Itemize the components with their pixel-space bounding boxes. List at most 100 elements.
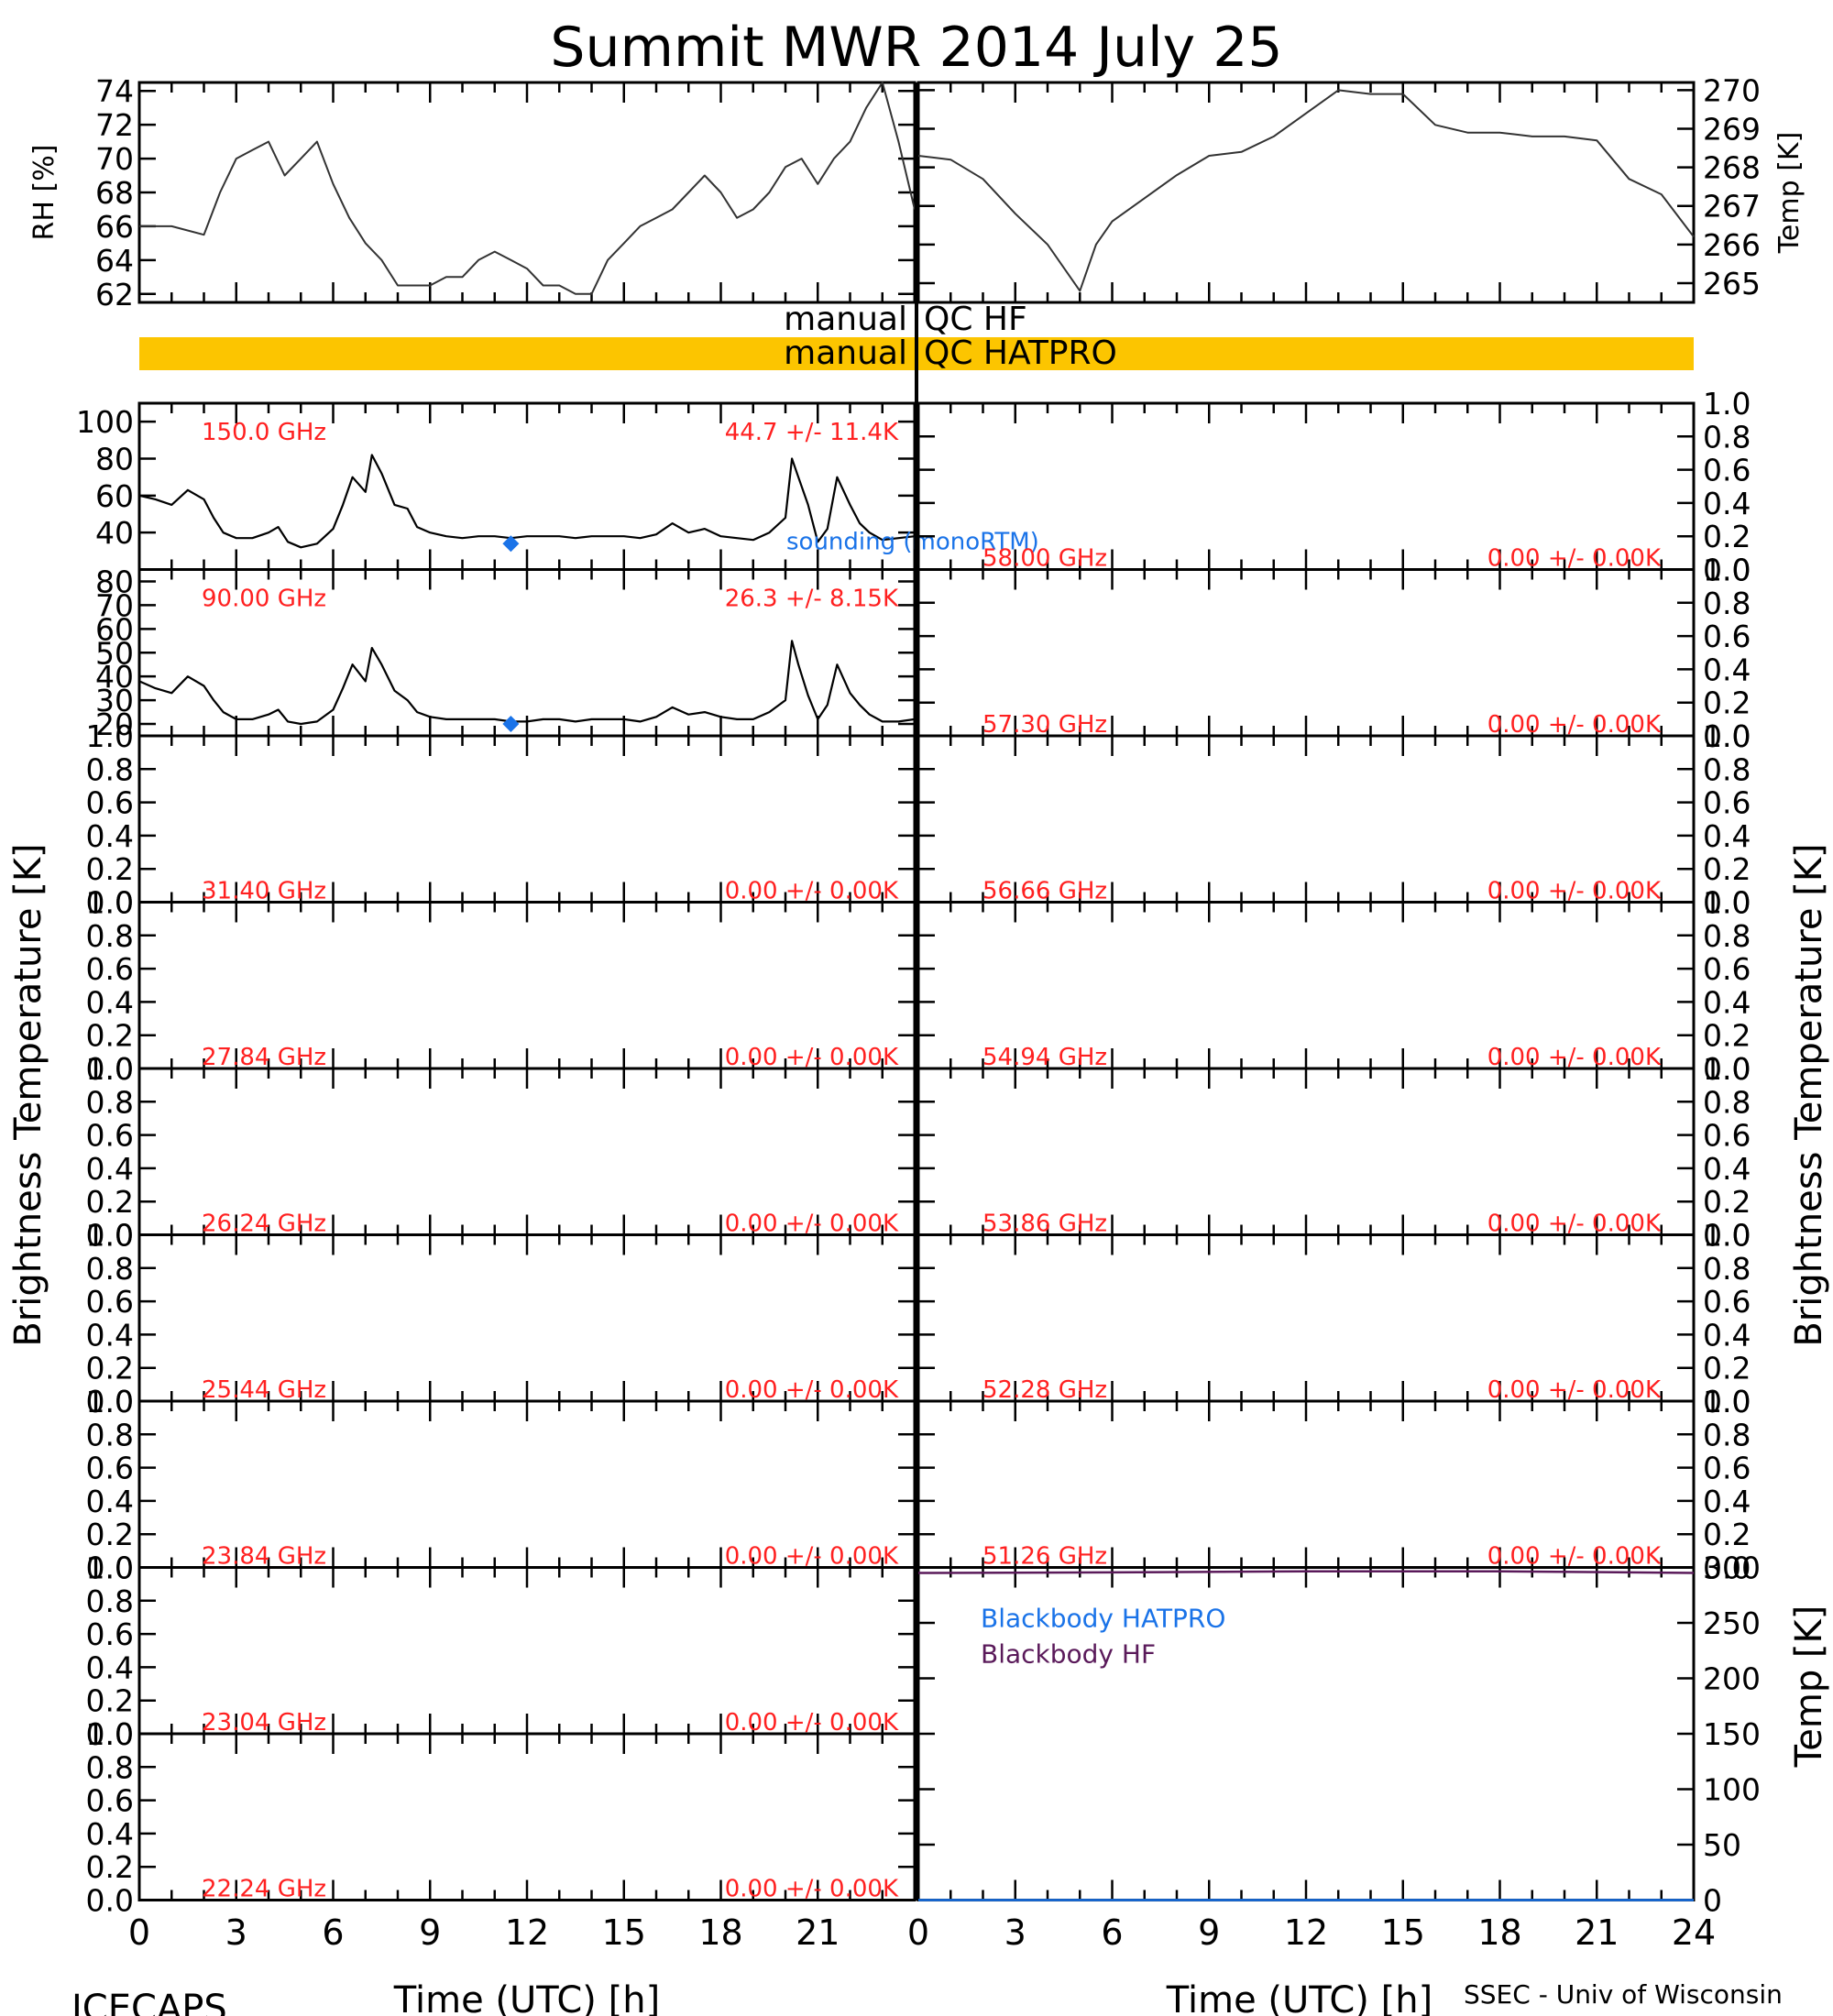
y-tick-label: 0.0 (1703, 1550, 1751, 1586)
line-tb150 (138, 454, 916, 549)
stats-label: 0.00 +/- 0.00K (725, 1709, 899, 1737)
y-tick-label: 74 (95, 73, 134, 109)
freq-label: 25.44 GHz (202, 1376, 326, 1404)
y-tick-label: 0.8 (86, 1583, 134, 1619)
y-tick-label: 0.2 (86, 1517, 134, 1552)
y-tick-label: 0.6 (86, 1616, 134, 1652)
freq-label: 31.40 GHz (202, 878, 326, 905)
y-tick-label: 0.2 (1703, 1184, 1751, 1220)
sounding-marker (502, 716, 520, 733)
x-tick-label: 12 (1284, 1912, 1328, 1953)
stats-label: 0.00 +/- 0.00K (1487, 1211, 1662, 1238)
x-tick-label: 18 (698, 1912, 742, 1953)
y-tick-label: 0.2 (1703, 1351, 1751, 1386)
y-tick-label: 250 (1703, 1605, 1761, 1641)
freq-label: 27.84 GHz (202, 1044, 326, 1071)
stats-label: 0.00 +/- 0.00K (725, 1211, 899, 1238)
y-tick-label: 0.4 (1703, 1484, 1751, 1519)
y-tick-label: 100 (76, 404, 134, 440)
x-tick-label: 21 (1575, 1912, 1619, 1953)
y-tick-label: 0 (1703, 1883, 1722, 1919)
y-tick-label: 270 (1703, 72, 1761, 108)
y-tick-label: 1.0 (1703, 885, 1751, 921)
y-tick-label: 1.0 (86, 1218, 134, 1254)
y-tick-label: 1.0 (86, 1384, 134, 1419)
freq-label: 23.04 GHz (202, 1709, 326, 1737)
x-tick-label: 3 (1004, 1912, 1026, 1953)
y-tick-label: 1.0 (86, 1051, 134, 1087)
y-tick-label: 50 (95, 635, 134, 671)
y-tick-label: 0.6 (1703, 951, 1751, 987)
y-tick-label: 1.0 (86, 1550, 134, 1586)
freq-label: 56.66 GHz (982, 878, 1107, 905)
x-tick-label: 6 (1101, 1912, 1123, 1953)
y-tick-label: 0.2 (86, 1683, 134, 1719)
y-tick-label: 100 (1703, 1772, 1761, 1808)
freq-label: 26.24 GHz (202, 1211, 326, 1238)
y-tick-label: 0.8 (86, 1417, 134, 1452)
y-tick-label: 0.4 (1703, 1151, 1751, 1187)
stats-label: 0.00 +/- 0.00K (1487, 1376, 1662, 1404)
freq-label: 23.84 GHz (202, 1543, 326, 1571)
freq-label: 22.24 GHz (202, 1876, 326, 1903)
y-tick-label: 0.4 (86, 1484, 134, 1519)
y-tick-label: 0.6 (86, 951, 134, 987)
rh-axis-label: RH [%] (28, 145, 60, 241)
x-tick-label: 21 (796, 1912, 840, 1953)
stats-label: 0.00 +/- 0.00K (725, 1876, 899, 1903)
y-tick-label: 1.0 (1703, 1218, 1751, 1254)
y-tick-label: 1.0 (86, 885, 134, 921)
y-tick-label: 30 (95, 683, 134, 718)
y-tick-label: 0.0 (1703, 1218, 1751, 1254)
y-tick-label: 0.2 (1703, 1517, 1751, 1552)
stats-label: 26.3 +/- 8.15K (725, 586, 899, 613)
y-tick-label: 1.0 (1703, 1384, 1751, 1419)
blackbody-temp-axis-label: Temp [K] (1788, 1605, 1830, 1769)
freq-label: 51.26 GHz (982, 1543, 1107, 1571)
y-tick-label: 0.0 (86, 1384, 134, 1419)
right-x-axis-label: Time (UTC) [h] (1166, 1979, 1432, 2016)
y-tick-label: 72 (95, 107, 134, 143)
figure-title: Summit MWR 2014 July 25 (550, 16, 1282, 80)
y-tick-label: 0.8 (86, 1251, 134, 1287)
y-tick-label: 1.0 (1703, 718, 1751, 754)
y-tick-label: 0.2 (86, 1351, 134, 1386)
left-y-axis-label: Brightness Temperature [K] (7, 843, 49, 1346)
y-tick-label: 0.6 (86, 1284, 134, 1320)
x-tick-label: 15 (1381, 1912, 1425, 1953)
x-tick-label: 9 (1198, 1912, 1220, 1953)
y-tick-label: 50 (1703, 1827, 1741, 1863)
line-tb90 (138, 640, 916, 726)
y-tick-label: 70 (95, 141, 134, 177)
y-tick-label: 0.4 (1703, 652, 1751, 687)
x-tick-label: 3 (225, 1912, 247, 1953)
stats-label: 0.00 +/- 0.00K (1487, 711, 1662, 739)
y-tick-label: 0.0 (86, 1550, 134, 1586)
y-tick-label: 0.0 (86, 885, 134, 921)
y-tick-label: 0.8 (1703, 1251, 1751, 1287)
y-tick-label: 0.4 (1703, 818, 1751, 854)
x-tick-label: 18 (1477, 1912, 1521, 1953)
y-tick-label: 0.6 (86, 785, 134, 821)
freq-label: 54.94 GHz (982, 1044, 1107, 1071)
footer-right-label: SSEC - Univ of Wisconsin (1464, 1979, 1783, 2010)
stats-label: 0.00 +/- 0.00K (725, 1543, 899, 1571)
y-tick-label: 0.8 (1703, 751, 1751, 787)
stats-label: 44.7 +/- 11.4K (725, 419, 899, 446)
y-tick-label: 0.0 (1703, 718, 1751, 754)
stats-label: 0.00 +/- 0.00K (725, 1376, 899, 1404)
y-tick-label: 266 (1703, 227, 1761, 263)
y-tick-label: 0.8 (1703, 419, 1751, 455)
x-tick-label: 0 (128, 1912, 150, 1953)
y-tick-label: 0.6 (1703, 619, 1751, 654)
right-y-axis-label: Brightness Temperature [K] (1788, 843, 1830, 1346)
y-tick-label: 0.6 (1703, 785, 1751, 821)
y-tick-label: 1.0 (1703, 386, 1751, 422)
x-tick-label: 6 (322, 1912, 344, 1953)
y-tick-label: 0.6 (86, 1451, 134, 1486)
y-tick-label: 68 (95, 175, 134, 211)
y-tick-label: 62 (95, 277, 134, 312)
freq-label: 53.86 GHz (982, 1211, 1107, 1238)
y-tick-label: 265 (1703, 266, 1761, 301)
